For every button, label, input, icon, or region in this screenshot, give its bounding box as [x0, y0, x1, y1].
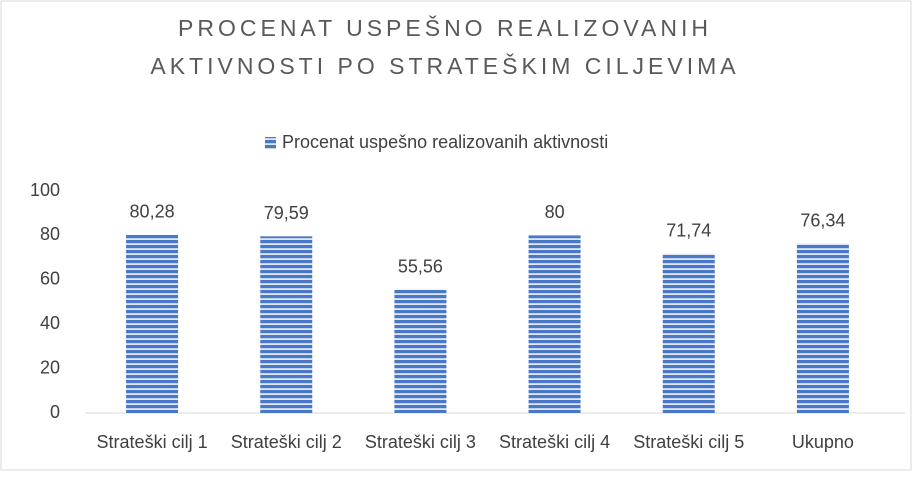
y-tick-label: 100: [30, 180, 60, 200]
data-label: 80: [545, 202, 565, 222]
data-label: 80,28: [130, 202, 175, 222]
x-tick-label: Strateški cilj 2: [231, 432, 342, 452]
chart-title: AKTIVNOSTI PO STRATEŠKIM CILJEVIMA: [150, 52, 739, 79]
x-tick-label: Ukupno: [792, 432, 854, 452]
legend-label: Procenat uspešno realizovanih aktivnosti: [282, 132, 608, 152]
y-tick-label: 60: [40, 269, 60, 289]
y-tick-label: 80: [40, 224, 60, 244]
y-tick-label: 40: [40, 313, 60, 333]
bar: [662, 253, 715, 413]
data-label: 55,56: [398, 256, 443, 276]
data-label: 79,59: [264, 203, 309, 223]
bar: [528, 235, 581, 413]
x-tick-label: Strateški cilj 4: [499, 432, 610, 452]
x-tick-label: Strateški cilj 3: [365, 432, 476, 452]
x-tick-label: Strateški cilj 5: [633, 432, 744, 452]
bar: [796, 243, 849, 413]
data-label: 71,74: [666, 220, 711, 240]
x-tick-label: Strateški cilj 1: [97, 432, 208, 452]
data-label: 76,34: [800, 210, 845, 230]
legend-swatch: [265, 137, 276, 149]
chart-title: PROCENAT USPEŠNO REALIZOVANIH: [178, 14, 712, 41]
bar: [394, 289, 447, 413]
y-tick-label: 0: [50, 402, 60, 422]
bar: [126, 234, 179, 413]
bar: [260, 236, 313, 413]
y-tick-label: 20: [40, 357, 60, 377]
